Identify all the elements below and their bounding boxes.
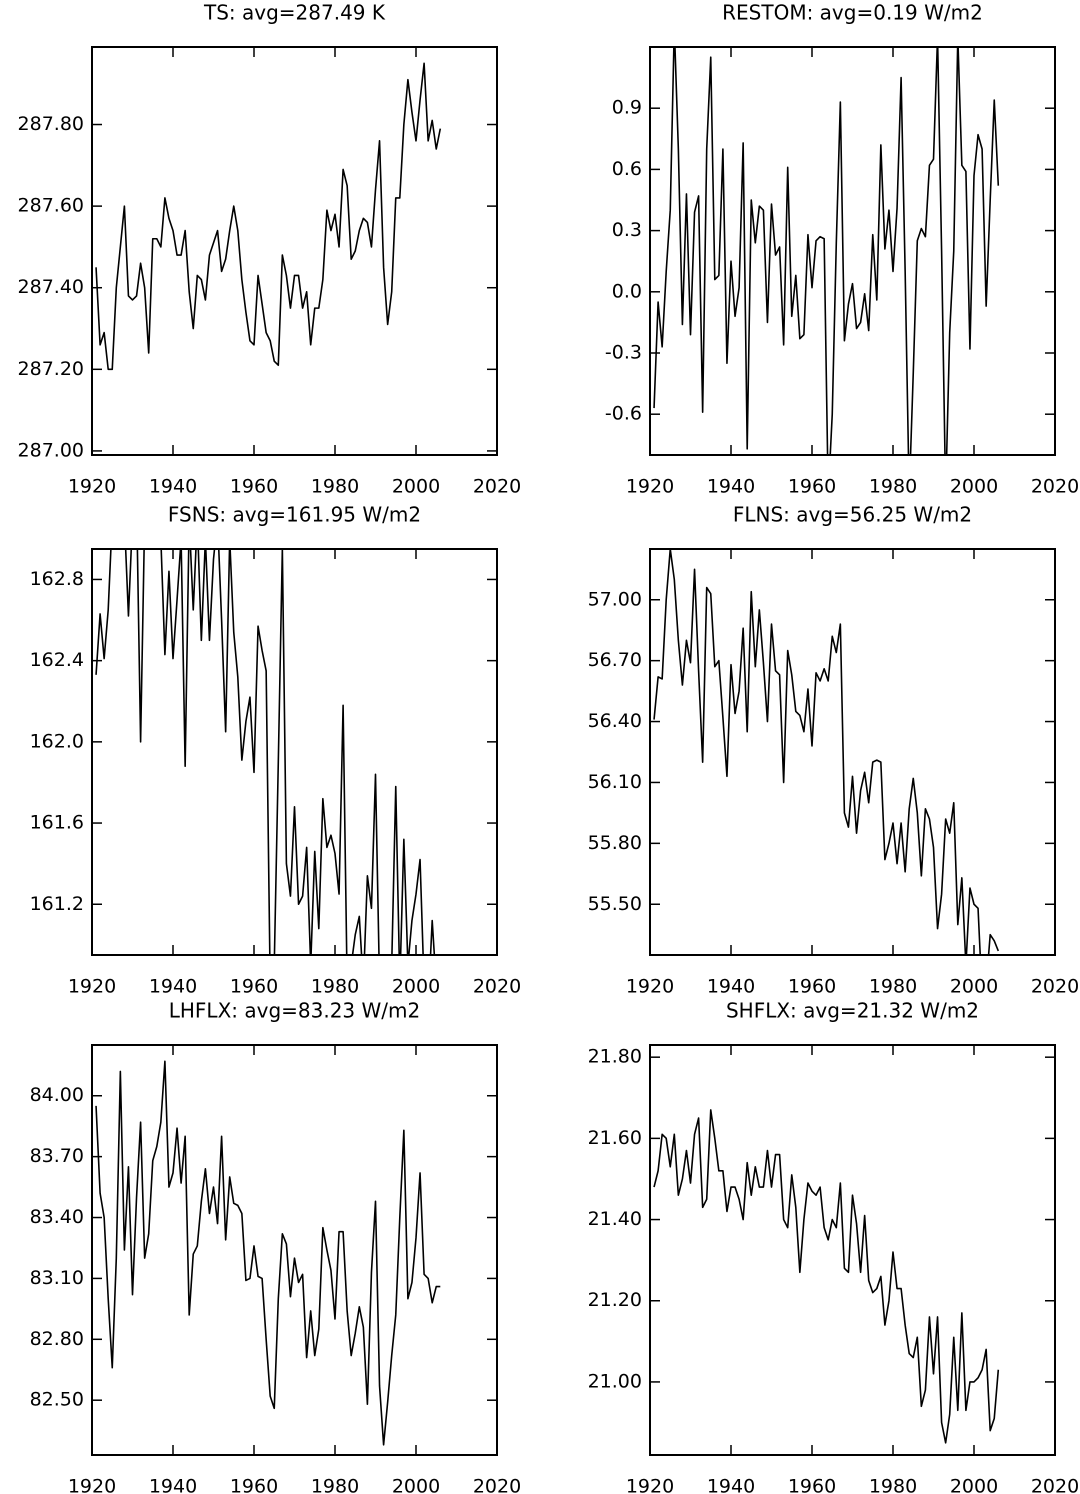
- y-tick-label: 162.4: [30, 649, 84, 671]
- x-tick-label: 1960: [230, 476, 278, 498]
- y-tick-label: 84.00: [30, 1084, 84, 1106]
- y-tick-label: 0.9: [612, 97, 642, 119]
- x-tick-label: 1940: [149, 1476, 197, 1494]
- data-line: [95, 549, 436, 955]
- y-tick-label: 57.00: [588, 588, 642, 610]
- x-tick-label: 1920: [68, 476, 116, 498]
- x-tick-label: 2020: [1031, 976, 1079, 998]
- y-tick-label: 56.40: [588, 710, 642, 732]
- x-tick-label: 2020: [473, 476, 521, 498]
- y-tick-label: -0.6: [605, 403, 642, 425]
- y-tick-label: 83.40: [30, 1206, 84, 1228]
- y-tick-label: 0.0: [612, 280, 642, 302]
- y-tick-label: 21.00: [588, 1370, 642, 1392]
- data-line: [95, 62, 442, 371]
- y-tick-label: 82.50: [30, 1389, 84, 1411]
- x-tick-label: 1980: [311, 476, 359, 498]
- x-tick-label: 1920: [626, 976, 674, 998]
- x-tick-label: 1980: [311, 1476, 359, 1494]
- x-tick-label: 2020: [473, 1476, 521, 1494]
- y-tick-label: 21.80: [588, 1046, 642, 1068]
- panel-title: TS: avg=287.49 K: [203, 1, 386, 25]
- panel: FSNS: avg=161.95 W/m2 161.2 161.6 162.0 162.…: [30, 503, 522, 998]
- y-tick-label: 0.3: [612, 219, 642, 241]
- x-tick-label: 1940: [707, 1476, 755, 1494]
- data-line: [653, 1109, 1000, 1444]
- panel: FLNS: avg=56.25 W/m2 55.50 55.80 56.10 56.40…: [588, 503, 1080, 998]
- panel: TS: avg=287.49 K 287.00 287.20 287.40 287.60…: [18, 1, 522, 498]
- x-tick-label: 1920: [626, 1476, 674, 1494]
- plot-frame: [649, 1044, 1056, 1456]
- y-tick-label: 56.70: [588, 649, 642, 671]
- y-tick-label: 162.8: [30, 568, 84, 590]
- plot-frame: [649, 548, 1056, 956]
- x-tick-label: 1960: [230, 1476, 278, 1494]
- x-tick-label: 1920: [68, 976, 116, 998]
- x-tick-label: 1960: [788, 476, 836, 498]
- panel-title: LHFLX: avg=83.23 W/m2: [169, 999, 421, 1023]
- y-tick-label: 21.60: [588, 1127, 642, 1149]
- data-line: [653, 47, 1000, 455]
- panel-title: FSNS: avg=161.95 W/m2: [168, 503, 421, 527]
- plot-frame: [649, 46, 1056, 456]
- x-tick-label: 2000: [392, 476, 440, 498]
- y-tick-label: 83.10: [30, 1267, 84, 1289]
- y-tick-label: 0.6: [612, 158, 642, 180]
- x-tick-label: 2000: [392, 1476, 440, 1494]
- x-tick-label: 2000: [950, 476, 998, 498]
- x-tick-label: 1960: [788, 976, 836, 998]
- panel-title: RESTOM: avg=0.19 W/m2: [722, 1, 983, 25]
- x-tick-label: 1940: [707, 976, 755, 998]
- y-tick-label: 83.70: [30, 1145, 84, 1167]
- panel-title: FLNS: avg=56.25 W/m2: [733, 503, 972, 527]
- x-tick-label: 1980: [869, 476, 917, 498]
- x-tick-label: 1960: [230, 976, 278, 998]
- x-tick-label: 1940: [149, 976, 197, 998]
- plot-frame: [91, 1044, 498, 1456]
- x-tick-label: 1960: [788, 1476, 836, 1494]
- y-tick-label: 56.10: [588, 771, 642, 793]
- y-tick-label: 287.40: [18, 276, 84, 298]
- x-tick-label: 1920: [626, 476, 674, 498]
- y-tick-label: 287.60: [18, 195, 84, 217]
- x-tick-label: 2020: [473, 976, 521, 998]
- panel-title: SHFLX: avg=21.32 W/m2: [726, 999, 979, 1023]
- y-tick-label: 82.80: [30, 1328, 84, 1350]
- x-tick-label: 1980: [311, 976, 359, 998]
- x-tick-label: 2000: [950, 976, 998, 998]
- x-tick-label: 1920: [68, 1476, 116, 1494]
- x-tick-label: 1940: [707, 476, 755, 498]
- y-tick-label: 287.20: [18, 358, 84, 380]
- y-tick-label: 21.20: [588, 1289, 642, 1311]
- data-line: [95, 1060, 441, 1446]
- x-tick-label: 1940: [149, 476, 197, 498]
- y-tick-label: 287.80: [18, 113, 84, 135]
- y-tick-label: 55.50: [588, 893, 642, 915]
- y-tick-label: 161.6: [30, 812, 84, 834]
- data-line: [653, 549, 1000, 955]
- y-tick-label: -0.3: [605, 342, 642, 364]
- x-tick-label: 2000: [392, 976, 440, 998]
- panel: RESTOM: avg=0.19 W/m2 -0.6 -0.3 0.0 0.3 0.6 0.…: [605, 1, 1079, 498]
- plot-frame: [91, 548, 498, 956]
- x-tick-label: 1980: [869, 1476, 917, 1494]
- x-tick-label: 2020: [1031, 1476, 1079, 1494]
- y-tick-label: 161.2: [30, 893, 84, 915]
- y-tick-label: 21.40: [588, 1208, 642, 1230]
- x-tick-label: 1980: [869, 976, 917, 998]
- y-tick-label: 55.80: [588, 832, 642, 854]
- y-tick-label: 287.00: [18, 439, 84, 461]
- x-tick-label: 2000: [950, 1476, 998, 1494]
- panel: LHFLX: avg=83.23 W/m2 82.50 82.80 83.10 83.4…: [30, 999, 522, 1494]
- panel: SHFLX: avg=21.32 W/m2 21.00 21.20 21.40 21.6…: [588, 999, 1080, 1494]
- y-tick-label: 162.0: [30, 730, 84, 752]
- x-tick-label: 2020: [1031, 476, 1079, 498]
- plot-frame: [91, 46, 498, 456]
